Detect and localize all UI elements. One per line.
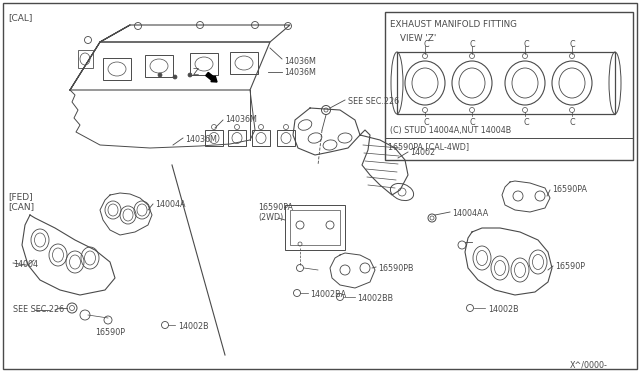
Ellipse shape [505, 61, 545, 105]
Text: 14036M: 14036M [185, 135, 217, 144]
Bar [277, 130, 295, 146]
Text: C: C [523, 40, 529, 49]
Circle shape [188, 73, 192, 77]
Text: 14002: 14002 [410, 148, 435, 157]
Text: (C) STUD 14004A,NUT 14004B: (C) STUD 14004A,NUT 14004B [390, 126, 511, 135]
Text: C: C [423, 40, 429, 49]
Text: 16590P: 16590P [555, 262, 585, 271]
FancyArrow shape [205, 73, 217, 82]
Text: 14002BB: 14002BB [357, 294, 393, 303]
Circle shape [158, 73, 162, 77]
Text: 14036M: 14036M [284, 57, 316, 66]
Bar [103, 58, 131, 80]
Bar [228, 130, 246, 146]
Text: 14002B: 14002B [178, 322, 209, 331]
Text: C: C [570, 118, 575, 127]
Bar [252, 130, 270, 146]
Text: SEE SEC.226: SEE SEC.226 [348, 97, 399, 106]
Text: 14004A: 14004A [155, 200, 186, 209]
Text: C: C [470, 118, 476, 127]
Text: 16590P: 16590P [95, 328, 125, 337]
Text: EXHAUST MANIFOLD FITTING: EXHAUST MANIFOLD FITTING [390, 20, 517, 29]
Text: 16590PA
(2WD): 16590PA (2WD) [258, 203, 293, 222]
Bar [145, 55, 173, 77]
Text: [CAL]: [CAL] [8, 13, 33, 22]
Text: 14036M: 14036M [225, 115, 257, 124]
Text: 16590PA [CAL-4WD]: 16590PA [CAL-4WD] [388, 142, 469, 151]
Text: 14036M: 14036M [284, 68, 316, 77]
Text: [FED]
[CAN]: [FED] [CAN] [8, 192, 34, 211]
Bar [397, 52, 615, 114]
Bar [78, 50, 93, 68]
Text: 14004AA: 14004AA [452, 209, 488, 218]
Bar [190, 53, 218, 75]
Bar [230, 52, 258, 74]
Text: 16590PB: 16590PB [378, 264, 413, 273]
Bar [385, 12, 633, 160]
Text: C: C [570, 40, 575, 49]
Text: X^/0000-: X^/0000- [570, 360, 608, 369]
Text: C: C [423, 118, 429, 127]
Bar [205, 130, 223, 146]
Text: SEE SEC.226: SEE SEC.226 [13, 305, 64, 314]
Bar [285, 205, 345, 250]
Text: 14004: 14004 [13, 260, 38, 269]
Text: 14002B: 14002B [488, 305, 518, 314]
Text: 16590PA: 16590PA [552, 185, 587, 194]
Bar [290, 210, 340, 245]
Circle shape [173, 75, 177, 79]
Text: 14002BA: 14002BA [310, 290, 346, 299]
Ellipse shape [405, 61, 445, 105]
Ellipse shape [552, 61, 592, 105]
Ellipse shape [452, 61, 492, 105]
Text: Z: Z [193, 68, 199, 77]
Text: C: C [523, 118, 529, 127]
Text: VIEW 'Z': VIEW 'Z' [400, 34, 436, 43]
Text: C: C [470, 40, 476, 49]
